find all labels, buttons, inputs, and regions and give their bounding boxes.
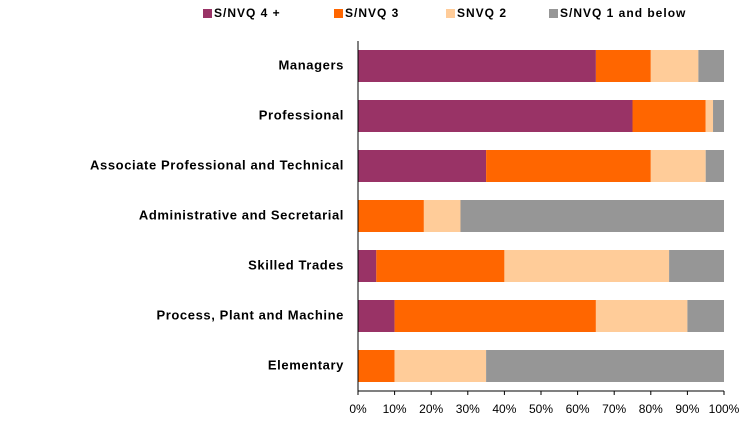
legend-swatch bbox=[203, 9, 212, 18]
x-tick-label: 80% bbox=[639, 402, 663, 416]
legend-label: S/NVQ 4 + bbox=[214, 6, 281, 20]
bar-segment bbox=[705, 150, 724, 182]
legend-swatch bbox=[549, 9, 558, 18]
bar-segment bbox=[595, 300, 688, 332]
bar-segment bbox=[650, 150, 706, 182]
bar-segment bbox=[486, 350, 724, 382]
bar-segment bbox=[632, 100, 706, 132]
x-tick-label: 0% bbox=[349, 402, 367, 416]
bar-segment bbox=[486, 150, 651, 182]
category-label: Process, Plant and Machine bbox=[156, 307, 344, 322]
category-label: Associate Professional and Technical bbox=[90, 157, 344, 172]
legend-swatch bbox=[446, 9, 455, 18]
bar-segment bbox=[460, 200, 724, 232]
bar-segment bbox=[358, 350, 395, 382]
bar-segment bbox=[713, 100, 724, 132]
category-label: Managers bbox=[279, 57, 345, 72]
bar-segment bbox=[423, 200, 461, 232]
bar-segment bbox=[650, 50, 699, 82]
x-tick-label: 30% bbox=[456, 402, 480, 416]
bar-segment bbox=[358, 250, 377, 282]
x-tick-label: 40% bbox=[492, 402, 516, 416]
bar-segment bbox=[687, 300, 724, 332]
legend-label: S/NVQ 1 and below bbox=[560, 6, 686, 20]
bar-segment bbox=[358, 200, 424, 232]
legend-label: S/NVQ 3 bbox=[345, 6, 399, 20]
x-tick-label: 90% bbox=[675, 402, 699, 416]
bar-segment bbox=[595, 50, 651, 82]
bar-segment bbox=[376, 250, 505, 282]
category-label: Administrative and Secretarial bbox=[139, 207, 344, 222]
x-tick-label: 100% bbox=[709, 402, 740, 416]
bar-segment bbox=[394, 350, 487, 382]
x-tick-label: 50% bbox=[529, 402, 553, 416]
category-label: Skilled Trades bbox=[248, 257, 344, 272]
bar-segment bbox=[358, 150, 487, 182]
bar-segment bbox=[504, 250, 670, 282]
bar-segment bbox=[358, 50, 596, 82]
bar-segment bbox=[705, 100, 714, 132]
x-tick-label: 20% bbox=[419, 402, 443, 416]
bar-segment bbox=[698, 50, 724, 82]
legend-swatch bbox=[334, 9, 343, 18]
x-tick-label: 70% bbox=[602, 402, 626, 416]
bar-segment bbox=[358, 300, 395, 332]
category-label: Elementary bbox=[268, 357, 344, 372]
x-tick-label: 60% bbox=[566, 402, 590, 416]
legend-label: SNVQ 2 bbox=[457, 6, 507, 20]
bar-segment bbox=[358, 100, 633, 132]
x-tick-label: 10% bbox=[383, 402, 407, 416]
bar-segment bbox=[669, 250, 724, 282]
category-label: Professional bbox=[259, 107, 344, 122]
bar-segment bbox=[394, 300, 596, 332]
